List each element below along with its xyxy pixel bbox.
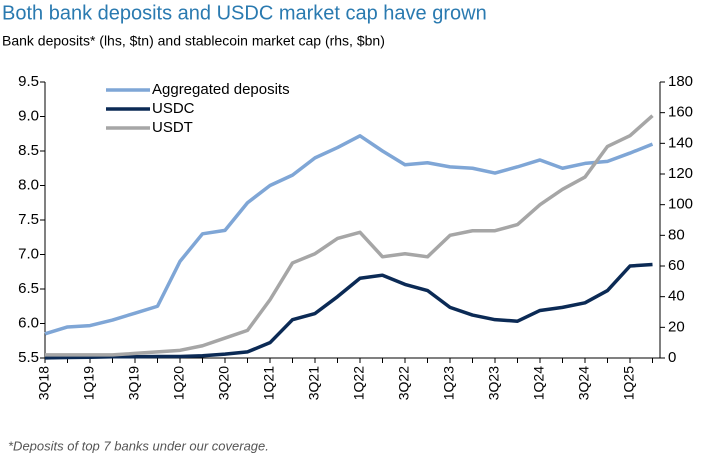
y2-tick-label: 160 [668,104,693,121]
x-tick-label: 1Q19 [81,366,97,400]
x-tick-label: 3Q23 [486,366,502,400]
y-tick-label: 6.5 [18,280,39,297]
y-tick-label: 9.5 [18,73,39,90]
y2-tick-label: 180 [668,73,693,90]
chart-subtitle: Bank deposits* (lhs, $tn) and stablecoin… [2,33,385,49]
footnote: *Deposits of top 7 banks under our cover… [8,438,269,453]
y-tick-label: 8.5 [18,142,39,159]
series-line [44,262,653,360]
y2-tick-label: 80 [668,226,685,243]
x-tick-label: 3Q18 [36,366,52,400]
legend-label: USDT [152,119,193,136]
x-tick-label: 3Q19 [126,366,142,400]
y2-tick-label: 0 [668,349,676,366]
y2-tick-label: 100 [668,196,693,213]
y2-tick-label: 120 [668,165,693,182]
x-tick-label: 1Q25 [621,366,637,400]
x-tick-label: 1Q22 [351,366,367,400]
chart-title: Both bank deposits and USDC market cap h… [2,2,487,24]
y-tick-label: 6.0 [18,314,39,331]
y-tick-label: 7.5 [18,211,39,228]
y2-tick-label: 140 [668,134,693,151]
series-line [44,134,654,336]
y-tick-label: 8.0 [18,176,39,193]
x-tick-label: 3Q21 [306,366,322,400]
y2-tick-label: 40 [668,288,685,305]
x-tick-label: 3Q22 [396,366,412,400]
x-tick-label: 1Q24 [531,366,547,400]
x-tick-label: 1Q20 [171,366,187,400]
legend-label: USDC [152,100,195,117]
x-tick-label: 1Q23 [441,366,457,400]
y-tick-label: 5.5 [18,349,39,366]
legend-label: Aggregated deposits [152,81,290,98]
y2-tick-label: 20 [668,318,685,335]
x-tick-label: 1Q21 [261,366,277,400]
y2-tick-label: 60 [668,257,685,274]
y-tick-label: 9.0 [18,107,39,124]
y-tick-label: 7.0 [18,245,39,262]
x-tick-label: 3Q24 [576,366,592,400]
x-tick-label: 3Q20 [216,366,232,400]
series-line [45,114,654,357]
